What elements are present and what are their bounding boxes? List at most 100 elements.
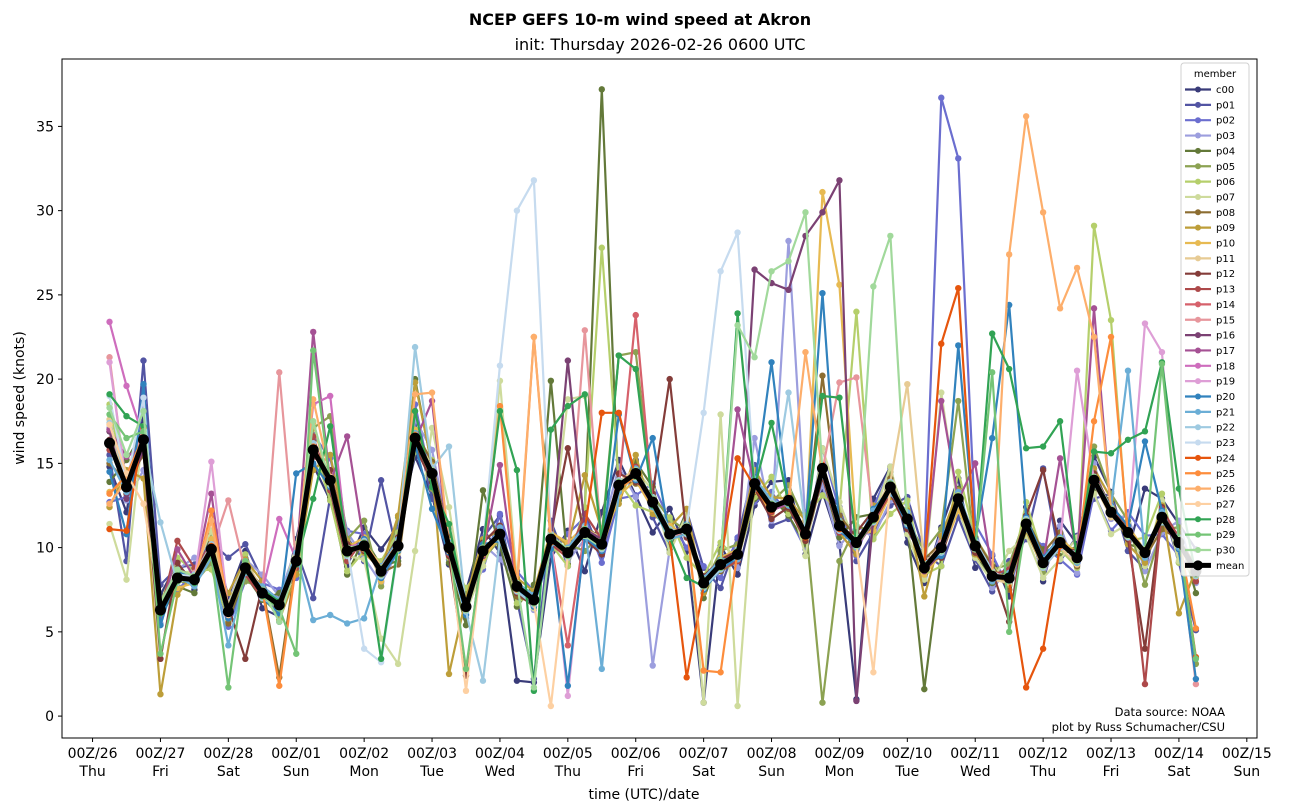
data-point-p28 xyxy=(581,391,589,398)
data-point-p23 xyxy=(530,177,538,184)
data-point-p26 xyxy=(1005,251,1013,258)
data-point-p29 xyxy=(1192,655,1200,663)
x-tick-label: 00Z/05 xyxy=(543,746,593,762)
data-point-mean xyxy=(1037,557,1049,569)
data-point-p28 xyxy=(683,574,690,582)
legend-label: p10 xyxy=(1216,239,1235,250)
x-tick-day-label: Mon xyxy=(825,764,855,780)
data-point-p06 xyxy=(853,308,860,315)
y-tick-label: 10 xyxy=(36,541,54,557)
data-point-p28 xyxy=(496,407,504,415)
legend-swatch-marker xyxy=(1195,378,1201,385)
legend-swatch-marker xyxy=(1195,163,1201,170)
legend-swatch-marker xyxy=(1195,193,1201,200)
data-point-p24 xyxy=(615,409,622,417)
data-point-p25 xyxy=(276,682,283,689)
data-point-p25 xyxy=(106,490,113,497)
data-point-mean xyxy=(766,501,778,513)
annotation-source: Data source: NOAA xyxy=(1115,705,1225,719)
x-tick-label: 00Z/04 xyxy=(475,746,525,762)
data-point-p12 xyxy=(157,655,164,663)
data-point-p07 xyxy=(394,660,402,668)
data-point-mean xyxy=(222,606,234,618)
data-point-p17 xyxy=(972,460,979,467)
data-point-p07 xyxy=(123,576,130,583)
data-point-mean xyxy=(341,545,353,557)
data-point-p04 xyxy=(191,589,198,597)
legend-item-p01: p01 xyxy=(1185,100,1235,111)
legend-label: p20 xyxy=(1216,392,1235,403)
x-tick-day-label: Wed xyxy=(485,764,516,780)
data-point-p07 xyxy=(734,702,741,710)
data-point-p07 xyxy=(106,520,113,528)
data-point-p02 xyxy=(598,559,605,566)
data-point-mean xyxy=(324,474,336,486)
data-point-p26 xyxy=(530,333,538,341)
legend-label: p18 xyxy=(1216,361,1235,372)
data-point-c00 xyxy=(734,571,741,578)
data-point-p25 xyxy=(717,669,724,676)
data-point-p28 xyxy=(819,392,826,400)
data-point-p28 xyxy=(734,310,741,317)
legend-label: p06 xyxy=(1216,177,1235,188)
data-point-mean xyxy=(918,562,930,574)
data-point-p29 xyxy=(988,369,996,376)
legend-swatch-marker xyxy=(1195,117,1201,124)
data-point-p28 xyxy=(411,407,419,415)
legend-label: p03 xyxy=(1216,131,1235,142)
mean-layer xyxy=(104,432,1202,618)
data-point-p21 xyxy=(106,456,113,464)
y-tick-label: 15 xyxy=(36,456,54,472)
legend-item-c00: c00 xyxy=(1185,85,1234,96)
data-point-p21 xyxy=(310,616,317,624)
data-point-mean xyxy=(647,496,659,508)
data-point-mean xyxy=(850,537,862,549)
data-point-p15 xyxy=(276,369,283,376)
data-point-p30 xyxy=(276,618,283,625)
data-point-p28 xyxy=(326,423,334,430)
data-point-p06 xyxy=(1090,222,1098,230)
data-point-p28 xyxy=(310,495,317,502)
data-point-p06 xyxy=(955,468,962,475)
data-point-p26 xyxy=(428,389,436,396)
data-point-mean xyxy=(273,599,285,611)
data-point-mean xyxy=(307,444,319,456)
legend-item-p29: p29 xyxy=(1185,530,1235,541)
data-point-p20 xyxy=(564,682,572,689)
data-point-p12 xyxy=(1141,645,1149,652)
data-point-p22 xyxy=(785,389,792,396)
legend-swatch-marker xyxy=(1195,101,1201,108)
x-tick-label: 00Z/10 xyxy=(882,746,932,762)
data-point-mean xyxy=(884,481,896,493)
legend-item-p02: p02 xyxy=(1185,116,1235,127)
data-point-p23 xyxy=(717,268,724,275)
data-point-p23 xyxy=(734,229,741,236)
data-point-p24 xyxy=(598,409,605,417)
data-point-p16 xyxy=(819,209,826,216)
data-point-p24 xyxy=(106,525,113,533)
chart-subtitle: init: Thursday 2026-02-26 0600 UTC xyxy=(515,35,806,54)
data-point-p16 xyxy=(785,286,792,294)
legend-item-p17: p17 xyxy=(1185,346,1235,357)
data-point-mean xyxy=(511,580,523,592)
data-point-p17 xyxy=(343,433,351,440)
x-tick-label: 00Z/27 xyxy=(135,746,185,762)
data-point-p23 xyxy=(360,645,368,652)
legend-item-p03: p03 xyxy=(1185,131,1235,142)
legend-label: p27 xyxy=(1216,499,1235,510)
data-point-p28 xyxy=(513,466,521,474)
data-point-p24 xyxy=(955,284,962,292)
data-point-p20 xyxy=(955,342,962,349)
legend-label: p04 xyxy=(1216,146,1235,157)
legend-label: p25 xyxy=(1216,469,1235,480)
legend-label: mean xyxy=(1216,561,1244,572)
data-point-c00 xyxy=(972,564,979,572)
legend-swatch-marker xyxy=(1195,332,1201,339)
legend-label: p30 xyxy=(1216,546,1235,557)
data-point-mean xyxy=(596,538,608,550)
legend-swatch-marker xyxy=(1195,439,1201,446)
data-point-mean xyxy=(137,434,149,446)
data-point-mean xyxy=(375,565,387,577)
data-point-mean xyxy=(104,437,116,449)
data-point-p09 xyxy=(326,451,334,459)
